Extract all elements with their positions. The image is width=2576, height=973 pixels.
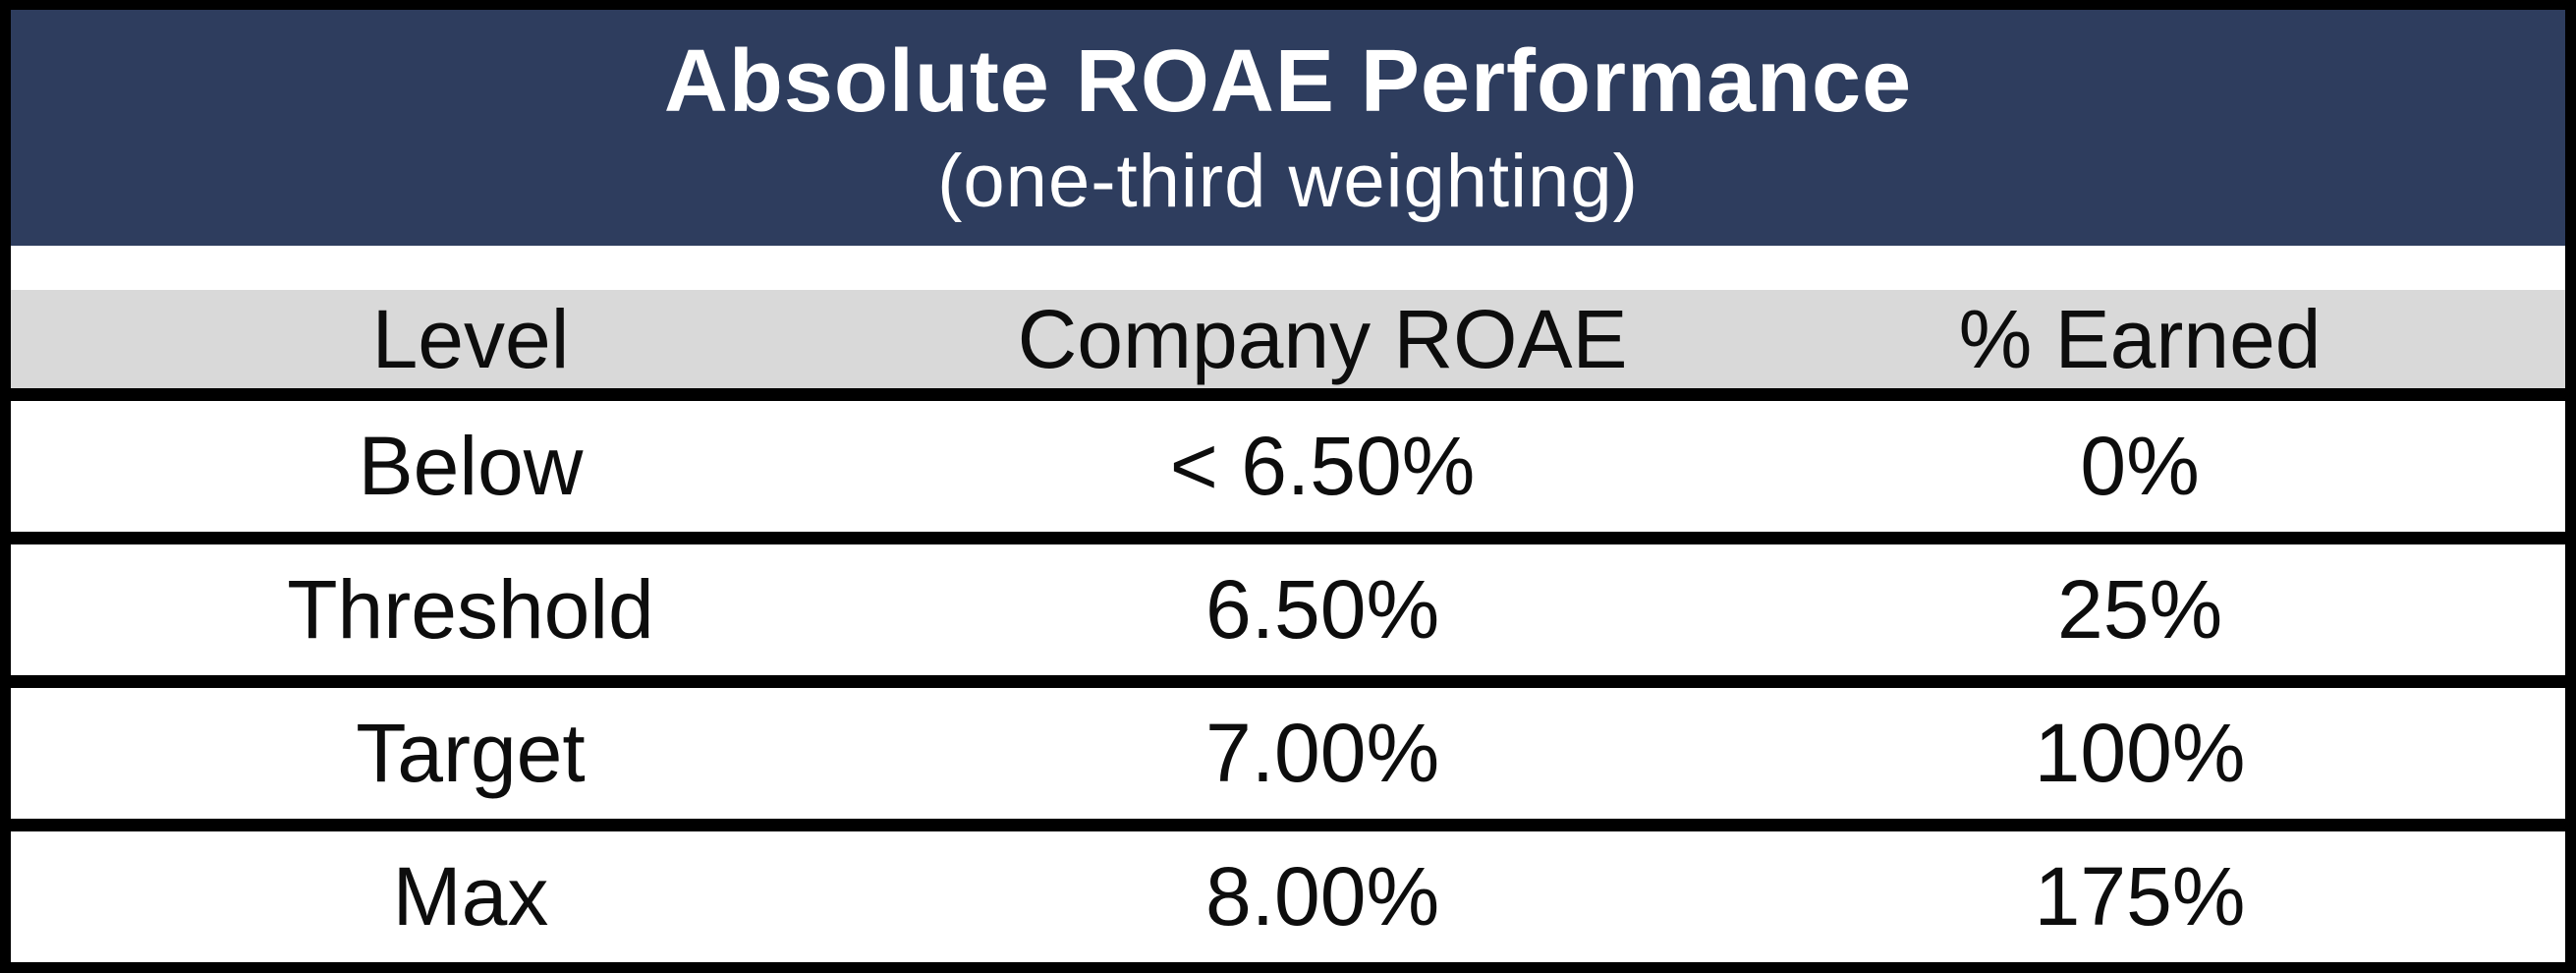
banner-spacer	[11, 246, 2565, 290]
cell-company-roae: 8.00%	[1205, 850, 1440, 943]
table-row-threshold: Threshold 6.50% 25%	[11, 544, 2565, 675]
row-separator	[11, 388, 2565, 401]
table-title-banner: Absolute ROAE Performance (one-third wei…	[11, 10, 2565, 246]
cell-level: Max	[392, 850, 549, 943]
table-row-below: Below < 6.50% 0%	[11, 401, 2565, 532]
cell-level: Below	[358, 420, 584, 512]
cell-company-roae: < 6.50%	[1169, 420, 1476, 512]
row-separator	[11, 819, 2565, 831]
cell-company-roae: 6.50%	[1205, 563, 1440, 656]
row-separator	[11, 675, 2565, 688]
column-header-row: Level Company ROAE % Earned	[11, 290, 2565, 388]
table-title: Absolute ROAE Performance	[663, 31, 1913, 131]
column-header-pct-earned: % Earned	[1958, 292, 2322, 385]
row-separator	[11, 532, 2565, 544]
cell-level: Threshold	[287, 563, 654, 656]
column-header-level: Level	[371, 292, 570, 385]
table-row-target: Target 7.00% 100%	[11, 688, 2565, 819]
table-subtitle: (one-third weighting)	[937, 140, 1639, 224]
cell-company-roae: 7.00%	[1205, 707, 1440, 799]
column-header-company-roae: Company ROAE	[1017, 292, 1628, 385]
table-row-max: Max 8.00% 175%	[11, 831, 2565, 962]
cell-pct-earned: 100%	[2034, 707, 2246, 799]
cell-pct-earned: 25%	[2057, 563, 2223, 656]
cell-pct-earned: 175%	[2034, 850, 2246, 943]
cell-level: Target	[356, 707, 586, 799]
cell-pct-earned: 0%	[2080, 420, 2200, 512]
